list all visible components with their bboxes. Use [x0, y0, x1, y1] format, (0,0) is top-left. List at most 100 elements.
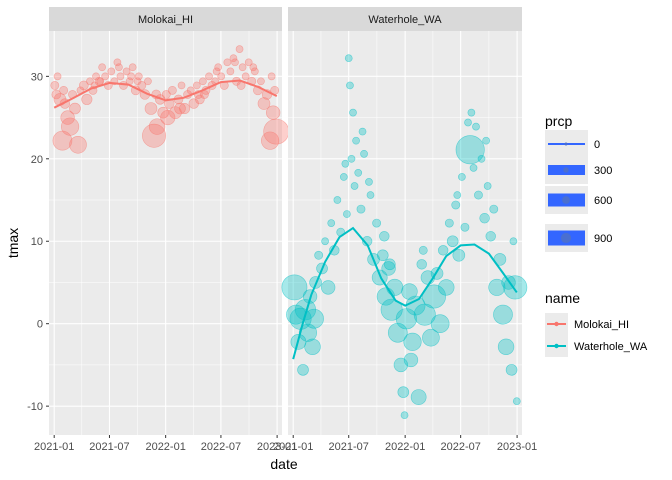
data-point — [265, 105, 281, 120]
data-point — [257, 77, 265, 86]
data-point — [134, 72, 143, 81]
data-point — [101, 72, 110, 81]
data-point — [356, 204, 366, 214]
data-point — [249, 63, 258, 72]
data-point — [60, 110, 75, 125]
data-point — [59, 85, 69, 95]
x-tick-label: 2022-01 — [385, 441, 425, 453]
legend-name-label: Molokai_HI — [574, 319, 629, 331]
data-point — [212, 67, 221, 76]
data-point — [469, 164, 478, 172]
data-point — [195, 94, 205, 105]
strip-background — [49, 7, 282, 31]
data-point — [261, 131, 280, 150]
data-point — [512, 397, 521, 406]
data-point — [397, 386, 410, 398]
data-point — [304, 308, 324, 329]
legend-prcp-label: 900 — [594, 233, 612, 245]
data-point — [418, 245, 428, 255]
data-point — [69, 102, 81, 115]
data-point — [250, 67, 259, 76]
legend-prcp: prcp 0 300 600 900 — [545, 113, 612, 252]
data-point — [366, 191, 375, 199]
data-point — [430, 314, 450, 334]
data-point — [92, 72, 100, 81]
x-tick-label: 2021-01 — [273, 441, 313, 453]
data-point — [372, 218, 382, 228]
legend-name-title: name — [545, 290, 580, 306]
data-point — [144, 102, 158, 115]
data-point — [304, 338, 321, 355]
data-point — [321, 280, 336, 295]
y-tick-label: 30 — [31, 71, 43, 83]
data-point — [144, 77, 152, 86]
data-point — [107, 67, 116, 76]
data-point — [403, 352, 419, 368]
data-point — [467, 108, 476, 117]
data-point — [81, 93, 93, 105]
data-point — [497, 338, 515, 355]
y-tick-label: -10 — [27, 401, 43, 413]
y-axis-title: tmax — [5, 228, 21, 258]
data-point — [60, 117, 80, 136]
data-point — [257, 97, 271, 110]
legend-name: name Molokai_HI Waterhole_WA — [545, 290, 648, 357]
data-point — [238, 63, 247, 72]
data-point — [509, 237, 518, 246]
y-tick-label: 0 — [37, 319, 43, 331]
data-point — [505, 364, 518, 376]
x-tick-label: 2021-01 — [34, 441, 74, 453]
data-point — [458, 173, 466, 181]
data-point — [354, 168, 363, 177]
legend-prcp-key-point — [564, 142, 568, 146]
data-point — [344, 54, 353, 63]
data-point — [157, 106, 169, 119]
data-point — [349, 108, 357, 117]
data-point — [327, 219, 336, 227]
x-tick-label: 2022-01 — [145, 441, 185, 453]
data-point — [244, 58, 253, 67]
data-point — [321, 237, 329, 246]
data-point — [446, 235, 459, 248]
data-point — [177, 81, 186, 90]
x-tick-label: 2021-07 — [329, 441, 369, 453]
data-point — [267, 72, 276, 81]
data-point — [137, 81, 147, 90]
data-point — [352, 136, 360, 145]
strip-label: Molokai_HI — [138, 14, 193, 26]
legend-prcp-key-point — [563, 167, 569, 173]
data-point — [78, 80, 89, 91]
data-point — [199, 77, 207, 86]
legend-prcp-label: 600 — [594, 195, 612, 207]
data-point — [174, 102, 186, 115]
data-point — [127, 72, 135, 81]
data-point — [488, 278, 506, 296]
data-point — [438, 279, 455, 296]
legend-name-label: Waterhole_WA — [574, 341, 648, 353]
legend-name-key-point — [554, 321, 559, 327]
data-point — [483, 182, 492, 190]
data-point — [192, 81, 201, 90]
data-point — [453, 191, 462, 199]
data-point — [113, 58, 122, 67]
data-point — [386, 278, 404, 296]
panels-layer: Molokai_HI 2021-01 2021-07 2022-01 2022-07 20… — [27, 7, 537, 453]
data-point — [333, 196, 342, 204]
data-point — [451, 200, 461, 210]
data-point — [376, 249, 389, 262]
data-point — [235, 45, 244, 53]
data-point — [69, 135, 87, 154]
data-point — [229, 54, 238, 63]
data-point — [281, 274, 308, 301]
y-tick-label: 10 — [31, 236, 43, 248]
data-point — [416, 259, 427, 270]
data-point — [444, 218, 454, 228]
legend-prcp-label: 0 — [594, 139, 600, 151]
x-tick-label: 2022-07 — [201, 441, 241, 453]
data-point — [358, 127, 367, 136]
data-point — [365, 178, 373, 186]
data-point — [98, 63, 106, 72]
data-point — [341, 159, 350, 168]
legend-name-key-point — [554, 343, 559, 349]
data-point — [347, 154, 356, 163]
